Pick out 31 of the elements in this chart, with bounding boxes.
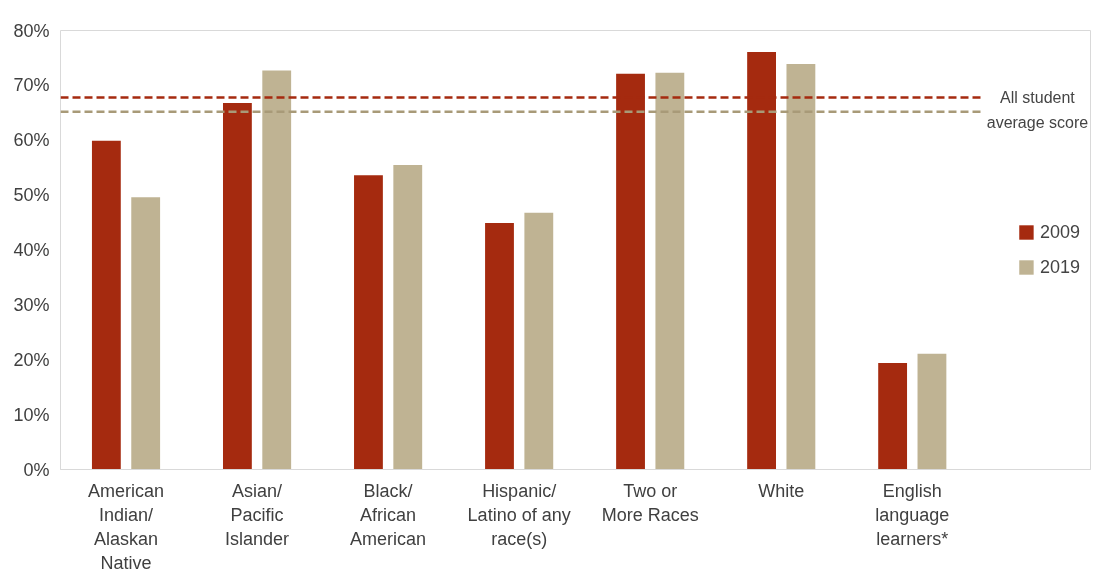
y-tick-label: 60%	[13, 130, 50, 151]
bar	[485, 223, 514, 470]
y-tick-label: 30%	[13, 294, 50, 315]
y-tick-label: 80%	[13, 20, 50, 41]
bar	[262, 70, 292, 470]
bar	[131, 197, 161, 470]
legend-label: 2009	[1039, 221, 1080, 243]
bar	[524, 212, 554, 470]
x-tick-label: Hispanic/ Latino of any race(s)	[467, 480, 571, 549]
bar	[91, 140, 121, 470]
x-tick-label: Black/ African American	[350, 480, 427, 549]
y-tick-label: 50%	[13, 185, 50, 206]
bar	[354, 175, 383, 470]
bar	[878, 363, 908, 470]
x-tick-label: Asian/ Pacific Islander	[225, 480, 290, 549]
ref-line-label: All student average score	[986, 88, 1089, 131]
y-tick-label: 40%	[13, 240, 50, 260]
y-tick-label: 10%	[13, 404, 50, 425]
x-tick-label: White	[758, 480, 805, 501]
y-tick-label: 0%	[23, 459, 50, 480]
y-tick-label: 70%	[13, 75, 50, 96]
bar	[655, 72, 685, 470]
x-tick-label: Two or More Races	[601, 480, 699, 525]
x-tick-label: English language learners*	[875, 480, 950, 549]
legend-label: 2019	[1039, 256, 1080, 278]
bar	[786, 63, 816, 470]
bar	[393, 164, 423, 470]
y-tick-label: 20%	[13, 349, 50, 370]
bar	[917, 353, 947, 470]
bar	[222, 102, 252, 470]
x-tick-label: American Indian/ Alaskan Native	[88, 480, 165, 573]
